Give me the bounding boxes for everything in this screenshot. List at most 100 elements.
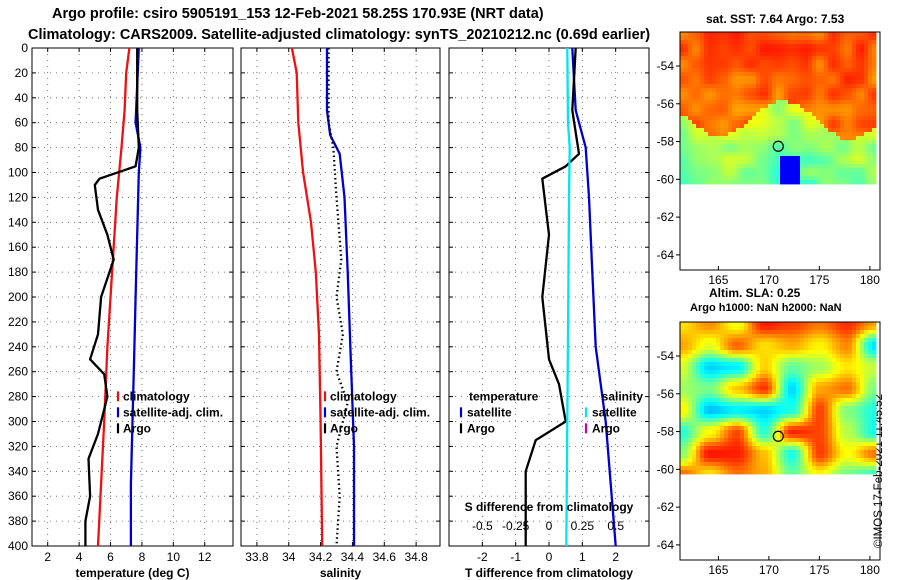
sla-map-cell xyxy=(844,434,849,439)
sla-map-cell xyxy=(680,442,685,447)
sla-map-cell xyxy=(712,418,717,423)
sst-map-cell xyxy=(760,116,765,121)
sla-map-cell xyxy=(792,398,797,403)
sst-map-cell xyxy=(764,164,769,169)
sst-map-cell xyxy=(780,84,785,89)
sst-map-cell xyxy=(812,68,817,73)
sst-map-cell xyxy=(864,56,869,61)
sla-map-cell xyxy=(736,406,741,411)
sla-map-cell xyxy=(780,346,785,351)
sst-map-cell xyxy=(760,32,765,37)
sla-map-cell xyxy=(784,438,789,443)
sla-map-cell xyxy=(732,386,737,391)
sst-map-cell xyxy=(748,132,753,137)
sla-map-cell xyxy=(768,382,773,387)
sst-map-cell xyxy=(860,164,865,169)
sst-map-cell xyxy=(856,72,861,77)
sst-map-cell xyxy=(724,56,729,61)
sst-map-cell xyxy=(816,56,821,61)
sst-map-cell xyxy=(804,64,809,69)
sst-map-cell xyxy=(724,164,729,169)
sst-map-cell xyxy=(820,132,825,137)
sst-map-cell xyxy=(856,44,861,49)
sst-map-cell xyxy=(736,160,741,165)
sla-map-cell xyxy=(848,390,853,395)
sst-map-cell xyxy=(808,156,813,161)
sla-map-cell xyxy=(716,334,721,339)
sst-map-cell xyxy=(712,148,717,153)
sla-map-cell xyxy=(752,470,757,475)
sst-map-cell xyxy=(688,172,693,177)
sst-map-cell xyxy=(804,100,809,105)
sla-map-cell xyxy=(824,446,829,451)
sla-map-cell xyxy=(752,438,757,443)
sst-map-cell xyxy=(868,52,873,57)
sst-map-cell xyxy=(852,40,857,45)
sst-map-cell xyxy=(816,104,821,109)
sst-map-cell xyxy=(724,48,729,53)
sst-map-cell xyxy=(728,176,733,181)
sst-map-cell xyxy=(824,172,829,177)
sst-map-cell xyxy=(760,52,765,57)
x2-tick-label: 0.5 xyxy=(607,519,624,533)
sla-map-cell xyxy=(772,414,777,419)
sla-map-cell xyxy=(796,374,801,379)
sst-map-cell xyxy=(788,96,793,101)
sla-map-cell xyxy=(732,458,737,463)
sla-map-cell xyxy=(772,466,777,471)
sst-map-cell xyxy=(848,60,853,65)
sst-map-cell xyxy=(716,48,721,53)
sla-map-cell xyxy=(804,354,809,359)
sla-map-cell xyxy=(712,446,717,451)
sst-map-cell xyxy=(764,60,769,65)
sst-map-cell xyxy=(716,120,721,125)
sst-map-cell xyxy=(804,60,809,65)
sla-map-cell xyxy=(836,406,841,411)
sst-map-cell xyxy=(812,128,817,133)
sst-map-cell xyxy=(744,60,749,65)
sla-map-cell xyxy=(748,446,753,451)
sla-map-cell xyxy=(744,342,749,347)
sla-map-cell xyxy=(712,406,717,411)
sla-map-cell xyxy=(780,466,785,471)
sla-map-cell xyxy=(868,366,873,371)
sst-map-cell xyxy=(788,168,793,173)
sst-map-cell xyxy=(860,76,865,81)
sla-map-cell xyxy=(812,350,817,355)
sst-map-cell xyxy=(796,164,801,169)
sla-map-cell xyxy=(816,322,821,327)
sst-map-cell xyxy=(816,180,821,185)
sla-map-cell xyxy=(804,386,809,391)
sst-map-cell xyxy=(704,112,709,117)
sst-map-cell xyxy=(692,52,697,57)
sla-map-cell xyxy=(760,358,765,363)
sst-map-cell xyxy=(768,84,773,89)
sla-map-cell xyxy=(760,370,765,375)
sla-map-cell xyxy=(744,346,749,351)
sst-map-cell xyxy=(824,32,829,37)
sst-map-cell xyxy=(872,80,877,85)
sst-map-cell xyxy=(752,72,757,77)
sst-map-cell xyxy=(844,144,849,149)
sst-map-cell xyxy=(772,96,777,101)
sla-map-cell xyxy=(716,450,721,455)
sst-map-cell xyxy=(700,88,705,93)
sla-map-cell xyxy=(684,430,689,435)
sla-map-cell xyxy=(796,358,801,363)
sst-map-cell xyxy=(868,96,873,101)
sla-map-cell xyxy=(736,418,741,423)
sla-map-cell xyxy=(736,410,741,415)
sla-map-cell xyxy=(796,382,801,387)
sla-map-cell xyxy=(740,370,745,375)
sst-map-cell xyxy=(700,76,705,81)
sla-map-cell xyxy=(720,426,725,431)
sla-map-cell xyxy=(756,446,761,451)
sla-map-cell xyxy=(732,414,737,419)
sst-map-cell xyxy=(712,176,717,181)
sst-map-cell xyxy=(812,60,817,65)
sst-map-cell xyxy=(684,72,689,77)
sst-map-cell xyxy=(784,36,789,41)
sla-map-cell xyxy=(860,350,865,355)
sst-map-cell xyxy=(816,52,821,57)
sla-map-cell xyxy=(868,430,873,435)
